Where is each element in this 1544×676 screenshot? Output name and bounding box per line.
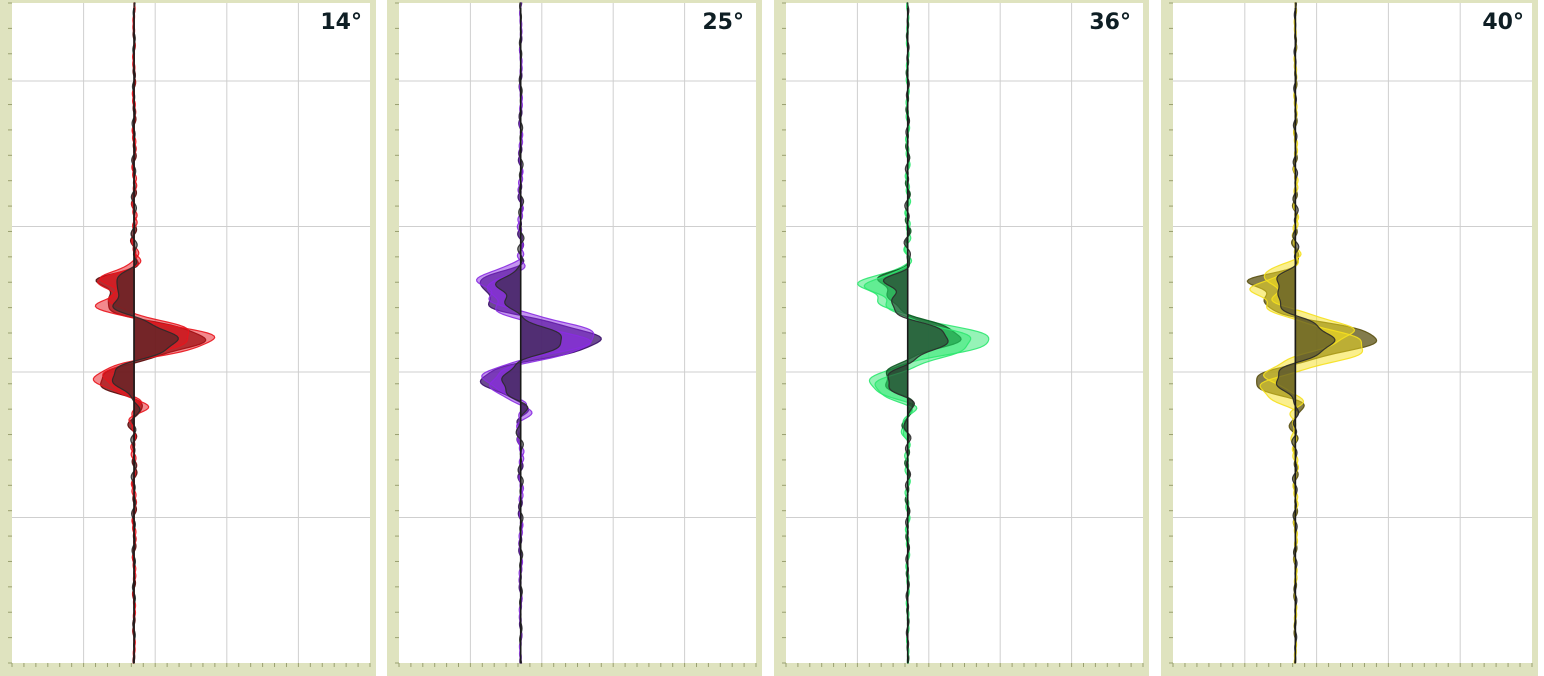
- panel-25-plot: [395, 2, 757, 667]
- panel-40: 40°: [1161, 0, 1538, 676]
- x-ticks: [1172, 663, 1533, 667]
- panel-14-plot: [8, 2, 371, 667]
- panel-36: 36°: [774, 0, 1149, 676]
- x-ticks: [785, 663, 1144, 667]
- grid: [786, 3, 1143, 663]
- panel-36-plot: [782, 2, 1144, 667]
- panel-14-angle-label: 14°: [320, 10, 362, 35]
- panel-25-angle-label: 25°: [702, 10, 744, 35]
- x-ticks: [11, 663, 371, 667]
- y-ticks: [8, 2, 12, 664]
- y-ticks: [782, 2, 786, 664]
- y-ticks: [395, 2, 399, 664]
- panel-40-plot: [1169, 2, 1533, 667]
- panel-25: 25°: [387, 0, 762, 676]
- grid: [1173, 3, 1532, 663]
- grid: [399, 3, 756, 663]
- x-ticks: [398, 663, 757, 667]
- panel-40-angle-label: 40°: [1482, 10, 1524, 35]
- panel-14: 14°: [0, 0, 376, 676]
- panel-36-angle-label: 36°: [1089, 10, 1131, 35]
- y-ticks: [1169, 2, 1173, 664]
